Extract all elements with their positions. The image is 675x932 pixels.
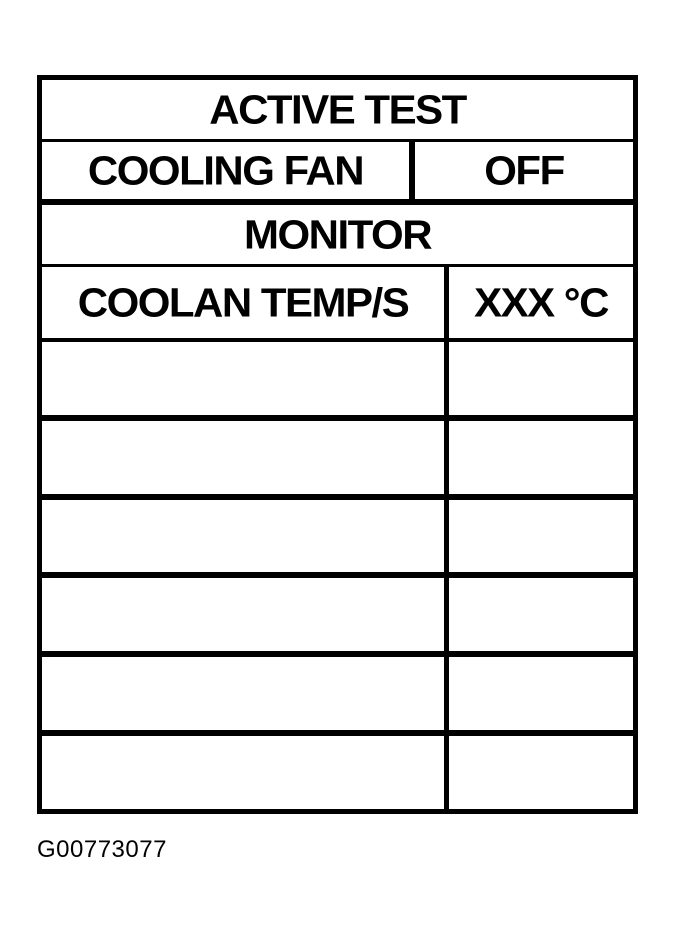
empty-item-cell [42,499,449,573]
active-test-title: ACTIVE TEST [209,86,467,132]
empty-row [42,736,633,809]
cooling-fan-state: OFF [484,147,565,193]
empty-value-cell [449,500,633,573]
empty-value-cell [449,421,633,494]
coolant-temp-row: COOLAN TEMP/S XXX °C [42,267,633,342]
empty-value-cell [449,578,633,651]
coolant-temp-item-cell: COOLAN TEMP/S [42,267,449,338]
empty-item-cell [42,342,449,415]
coolant-temp-value: XXX °C [474,279,609,325]
cooling-fan-row: COOLING FAN OFF [42,142,633,205]
coolant-temp-label: COOLAN TEMP/S [77,279,410,325]
cooling-fan-value-cell: OFF [415,142,633,199]
figure-id: G00773077 [37,836,167,863]
empty-row [42,420,633,500]
empty-value-cell [449,342,633,415]
active-test-header-row: ACTIVE TEST [42,80,633,142]
empty-row [42,578,633,658]
empty-item-cell [42,736,449,809]
empty-rows [42,342,633,809]
empty-row [42,657,633,737]
monitor-title: MONITOR [243,211,433,257]
cooling-fan-label: COOLING FAN [87,147,365,193]
cooling-fan-item-cell: COOLING FAN [42,142,415,199]
monitor-header-row: MONITOR [42,205,633,267]
empty-value-cell [449,657,633,730]
empty-item-cell [42,420,449,494]
empty-row [42,499,633,579]
scan-tool-display-table: ACTIVE TEST COOLING FAN OFF MONITOR COOL… [37,75,638,814]
coolant-temp-value-cell: XXX °C [449,267,633,338]
empty-item-cell [42,578,449,652]
empty-item-cell [42,657,449,731]
empty-row [42,342,633,421]
empty-value-cell [449,736,633,809]
